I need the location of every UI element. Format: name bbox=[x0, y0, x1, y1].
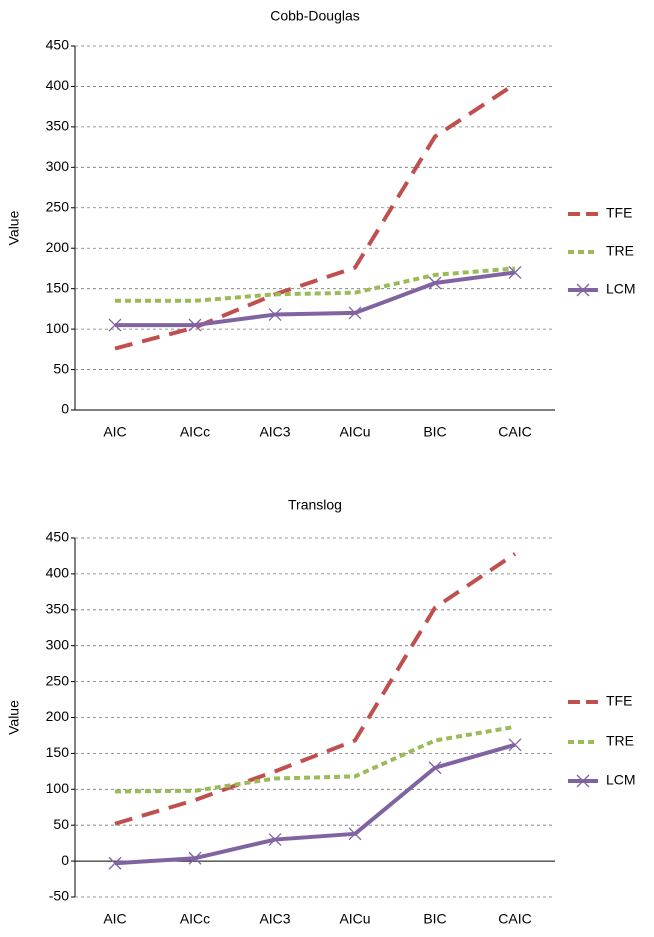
marker bbox=[268, 308, 282, 322]
x-tick-label: AICc bbox=[180, 424, 210, 440]
y-tick-label: 100 bbox=[46, 780, 70, 796]
x-tick-label: CAIC bbox=[498, 911, 531, 927]
series-line bbox=[114, 552, 517, 826]
legend-marker bbox=[576, 774, 590, 788]
x-tick-label: AIC3 bbox=[259, 424, 290, 440]
y-tick-label: 450 bbox=[46, 529, 70, 545]
y-tick-label: 50 bbox=[53, 360, 69, 376]
marker bbox=[348, 827, 362, 841]
legend-label: TRE bbox=[606, 243, 634, 259]
y-tick-label: 50 bbox=[53, 816, 69, 832]
y-tick-label: -50 bbox=[49, 888, 69, 904]
series-line bbox=[114, 82, 517, 351]
marker bbox=[268, 833, 282, 847]
marker bbox=[428, 761, 442, 775]
x-tick-label: AICc bbox=[180, 911, 210, 927]
series-line bbox=[115, 266, 516, 303]
x-tick-label: AIC bbox=[103, 424, 126, 440]
marker bbox=[508, 266, 522, 279]
series-line bbox=[114, 742, 516, 866]
marker bbox=[348, 306, 362, 320]
y-tick-label: 150 bbox=[46, 279, 70, 295]
y-axis-label: Value bbox=[6, 210, 22, 245]
y-tick-label: 450 bbox=[46, 37, 70, 53]
legend-label: TFE bbox=[606, 205, 632, 221]
chart-title: Cobb-Douglas bbox=[270, 8, 360, 24]
y-tick-label: 300 bbox=[46, 636, 70, 652]
marker bbox=[508, 738, 522, 752]
y-tick-label: 100 bbox=[46, 320, 70, 336]
legend-label: TFE bbox=[606, 693, 632, 709]
marker bbox=[188, 318, 202, 332]
series-line bbox=[115, 270, 516, 328]
legend-label: LCM bbox=[606, 281, 636, 297]
y-tick-label: 150 bbox=[46, 744, 70, 760]
y-tick-label: 350 bbox=[46, 118, 70, 134]
y-tick-label: 0 bbox=[61, 852, 69, 868]
marker bbox=[108, 856, 122, 870]
x-tick-label: AIC bbox=[103, 911, 126, 927]
y-tick-label: 400 bbox=[46, 77, 70, 93]
y-tick-label: 200 bbox=[46, 708, 70, 724]
series-line bbox=[114, 724, 516, 794]
marker bbox=[188, 851, 202, 865]
x-tick-label: CAIC bbox=[498, 424, 531, 440]
y-tick-label: 200 bbox=[46, 239, 70, 255]
y-tick-label: 350 bbox=[46, 601, 70, 617]
marker bbox=[428, 276, 442, 290]
y-tick-label: 250 bbox=[46, 672, 70, 688]
legend-marker bbox=[576, 283, 590, 297]
y-tick-label: 250 bbox=[46, 198, 70, 214]
x-tick-label: BIC bbox=[423, 911, 446, 927]
x-tick-label: AICu bbox=[339, 911, 370, 927]
y-tick-label: 0 bbox=[61, 401, 69, 417]
legend-label: TRE bbox=[606, 733, 634, 749]
y-tick-label: 400 bbox=[46, 565, 70, 581]
legend-label: LCM bbox=[606, 772, 636, 788]
marker bbox=[108, 318, 122, 332]
y-axis-label: Value bbox=[6, 700, 22, 735]
x-tick-label: AIC3 bbox=[259, 911, 290, 927]
y-tick-label: 300 bbox=[46, 158, 70, 174]
x-tick-label: BIC bbox=[423, 424, 446, 440]
chart-title: Translog bbox=[288, 497, 342, 513]
x-tick-label: AICu bbox=[339, 424, 370, 440]
